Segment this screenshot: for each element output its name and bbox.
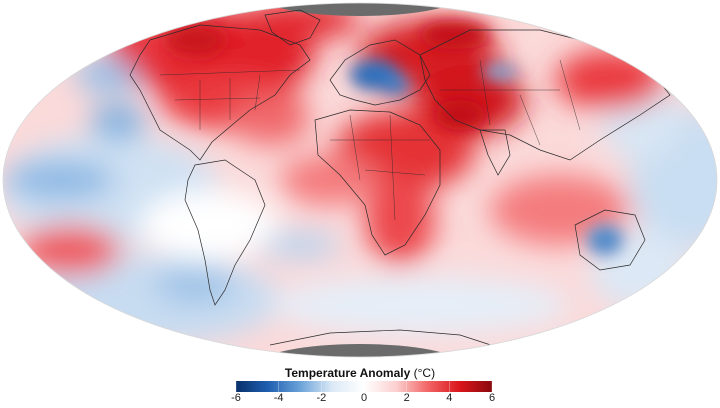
colorbar-tick-label: 2 — [403, 392, 410, 404]
legend: Temperature Anomaly (°C) -6 -4 -2 0 2 4 6 — [0, 362, 720, 408]
colorbar-ticks — [235, 381, 493, 392]
colorbar-tick-label: 4 — [446, 392, 453, 404]
world-map — [2, 2, 718, 358]
africa-borders — [330, 114, 430, 221]
us-borders — [159, 69, 301, 130]
africa-outline — [314, 109, 441, 256]
north-america-outline — [129, 24, 311, 161]
anomaly-detail — [165, 21, 623, 255]
no-data-north — [260, 3, 460, 16]
colorbar-tick-label: -2 — [316, 392, 327, 404]
india-outline — [479, 129, 511, 176]
colorbar-tick-label: -4 — [273, 392, 284, 404]
asia-borders — [440, 59, 581, 146]
map-frame — [2, 2, 718, 358]
legend-unit: (°C) — [413, 366, 436, 380]
colorbar-tick-label: 6 — [488, 392, 496, 404]
colorbar-tick-label: 0 — [360, 392, 368, 404]
asia-outline — [419, 29, 671, 161]
europe-outline — [329, 39, 431, 106]
no-data-south — [260, 344, 460, 357]
colorbar-tick-label: -6 — [231, 392, 241, 404]
greenland-outline — [264, 9, 321, 46]
colorbar — [235, 381, 493, 392]
south-america-outline — [184, 159, 266, 306]
legend-title: Temperature Anomaly (°C) — [0, 366, 720, 380]
antarctica-outline — [269, 329, 501, 349]
australia-outline — [574, 209, 646, 271]
legend-title-text: Temperature Anomaly — [284, 366, 411, 380]
temperature-anomaly-map — [2, 2, 718, 358]
continent-outlines — [129, 9, 671, 349]
anomaly-field — [3, 3, 717, 357]
